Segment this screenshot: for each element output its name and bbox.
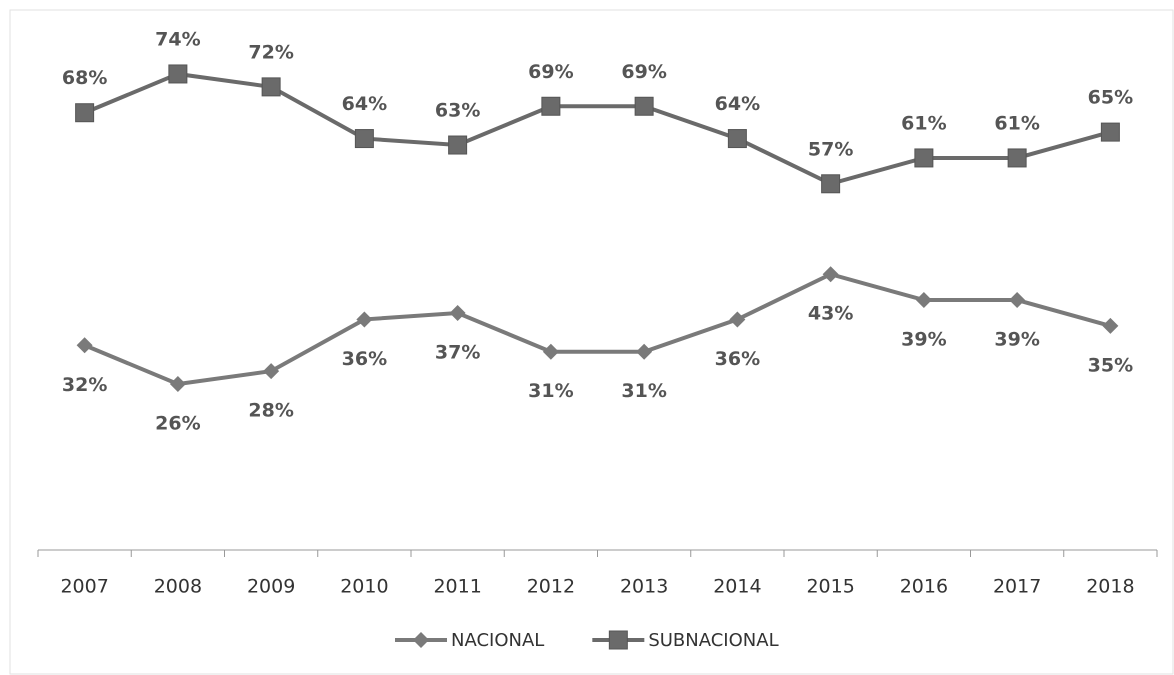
data-label: 61%	[994, 112, 1039, 134]
data-point	[76, 337, 93, 354]
data-point	[727, 129, 747, 149]
data-point	[449, 304, 466, 321]
data-point	[914, 148, 934, 168]
data-label: 64%	[342, 93, 387, 115]
data-point	[729, 311, 746, 328]
data-label: 69%	[528, 61, 573, 83]
data-label: 43%	[808, 303, 853, 325]
data-point	[448, 135, 468, 155]
data-label: 36%	[715, 348, 760, 370]
x-tick-label: 2012	[527, 576, 575, 598]
data-label: 72%	[248, 41, 293, 63]
data-label: 37%	[435, 341, 480, 363]
data-label: 74%	[155, 28, 200, 50]
data-label: 69%	[621, 61, 666, 83]
data-label: 28%	[248, 400, 293, 422]
chart-frame	[9, 9, 1174, 675]
data-label: 31%	[621, 380, 666, 402]
data-point	[169, 376, 186, 393]
x-tick-label: 2011	[433, 576, 481, 598]
data-label: 63%	[435, 100, 480, 122]
data-point	[1009, 292, 1026, 309]
data-point	[1102, 317, 1119, 334]
x-tick-label: 2014	[713, 576, 761, 598]
data-point	[354, 129, 374, 149]
legend-marker	[413, 632, 429, 648]
x-tick-label: 2009	[247, 576, 295, 598]
data-point	[634, 96, 654, 116]
data-point	[636, 343, 653, 360]
data-label: 57%	[808, 138, 853, 160]
data-label: 26%	[155, 413, 200, 435]
data-label: 32%	[62, 374, 107, 396]
data-point	[821, 174, 841, 194]
x-tick-label: 2016	[900, 576, 948, 598]
data-label: 35%	[1088, 354, 1133, 376]
x-tick-label: 2010	[340, 576, 388, 598]
data-point	[915, 292, 932, 309]
data-label: 31%	[528, 380, 573, 402]
x-tick-label: 2018	[1086, 576, 1134, 598]
data-label: 61%	[901, 112, 946, 134]
legend-label: NACIONAL	[451, 630, 544, 651]
data-point	[356, 311, 373, 328]
x-tick-label: 2008	[154, 576, 202, 598]
x-tick-label: 2013	[620, 576, 668, 598]
data-point	[261, 77, 281, 97]
data-point	[822, 266, 839, 283]
x-tick-label: 2017	[993, 576, 1041, 598]
data-point	[541, 96, 561, 116]
legend-label: SUBNACIONAL	[648, 630, 778, 651]
data-label: 65%	[1088, 87, 1133, 109]
data-label: 39%	[901, 329, 946, 351]
series-line	[83, 71, 1111, 186]
data-point	[1100, 122, 1120, 142]
x-tick-label: 2015	[806, 576, 854, 598]
data-point	[263, 363, 280, 380]
data-point	[75, 103, 95, 123]
x-tick-label: 2007	[60, 576, 108, 598]
data-point	[168, 64, 188, 84]
data-point	[1007, 148, 1027, 168]
data-point	[542, 343, 559, 360]
series-line	[83, 272, 1111, 387]
data-label: 39%	[994, 329, 1039, 351]
data-label: 68%	[62, 67, 107, 89]
data-label: 36%	[342, 348, 387, 370]
legend-marker	[608, 630, 628, 650]
data-label: 64%	[715, 93, 760, 115]
